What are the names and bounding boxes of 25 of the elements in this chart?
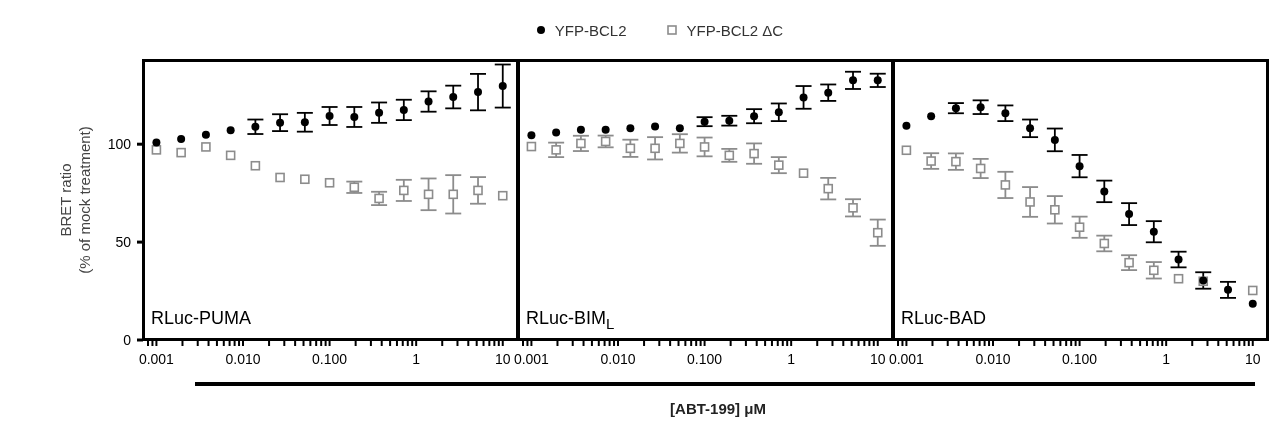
text: RLuc-BIM$_{L}$ xyxy=(526,308,615,332)
y-tick-label: 100 xyxy=(107,136,132,153)
x-tick-label: 10 xyxy=(1244,350,1261,367)
x-tick-label: 1 xyxy=(1162,350,1171,367)
y-tick-label: 0 xyxy=(123,332,132,348)
x-axis-title: [ABT-199] μM xyxy=(669,400,767,417)
y-axis-title: BRET ratio (% of mock treatment) xyxy=(56,125,94,276)
text: RLuc-PUMA xyxy=(151,308,252,329)
x-tick-label: 0.100 xyxy=(687,350,723,367)
text: RLuc-BAD xyxy=(901,308,987,329)
y-tick-label: 50 xyxy=(115,234,132,251)
x-tick-label: 10 xyxy=(494,350,511,367)
x-tick-label: 0.010 xyxy=(225,350,261,367)
x-tick-label: 0.001 xyxy=(888,350,925,367)
x-tick-label: 0.100 xyxy=(312,350,348,367)
legend-label: YFP-BCL2 ΔC xyxy=(686,21,784,39)
x-tick-label: 0.010 xyxy=(600,350,636,367)
x-tick-label: 0.001 xyxy=(138,350,175,367)
legend-label: YFP-BCL2 xyxy=(554,21,627,39)
x-tick-label: 0.001 xyxy=(513,350,550,367)
x-tick-label: 0.100 xyxy=(1062,350,1098,367)
x-tick-label: 1 xyxy=(787,350,796,367)
x-tick-label: 0.010 xyxy=(975,350,1011,367)
x-tick-label: 1 xyxy=(412,350,421,367)
x-tick-label: 10 xyxy=(869,350,886,367)
